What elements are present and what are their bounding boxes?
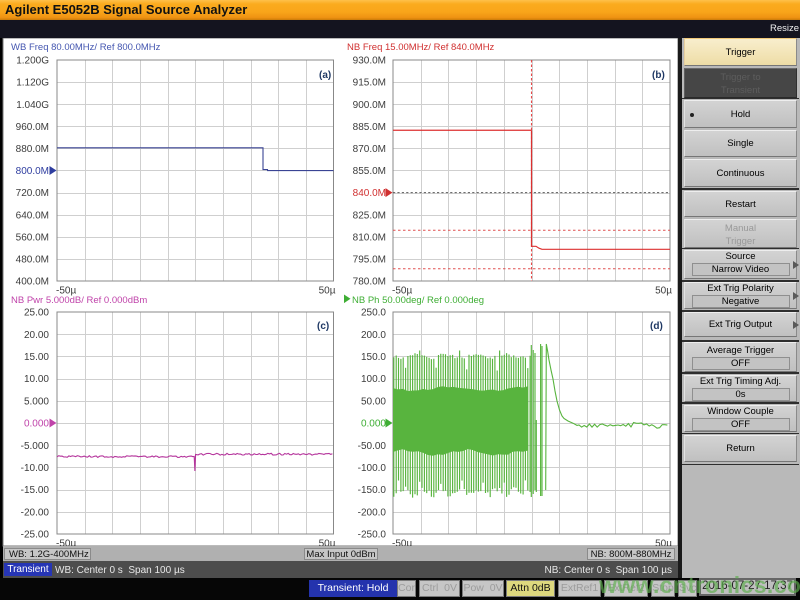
svg-text:915.0M: 915.0M [353,78,386,89]
svg-text:-5.000: -5.000 [21,441,50,452]
svg-text:-50µ: -50µ [56,286,76,297]
svg-text:930.0M: 930.0M [353,56,386,67]
svg-text:-150.0: -150.0 [358,485,387,496]
svg-text:-250.0: -250.0 [358,530,387,541]
svg-text:150.0: 150.0 [361,352,386,363]
svg-text:720.0M: 720.0M [16,188,49,199]
svg-text:855.0M: 855.0M [353,166,386,177]
svg-text:(c): (c) [317,321,329,332]
svg-text:(a): (a) [319,70,331,81]
svg-text:NB Pwr 5.000dB/ Ref 0.000dBm: NB Pwr 5.000dB/ Ref 0.000dBm [11,295,147,306]
svg-text:-15.00: -15.00 [21,485,50,496]
svg-text:50µ: 50µ [319,539,336,550]
svg-text:100.0: 100.0 [361,374,386,385]
svg-text:50.00: 50.00 [361,396,386,407]
svg-text:-50µ: -50µ [56,539,76,550]
svg-text:(d): (d) [650,321,663,332]
svg-text:-50µ: -50µ [392,539,412,550]
svg-text:-50µ: -50µ [392,286,412,297]
svg-text:560.0M: 560.0M [16,232,49,243]
svg-text:900.0M: 900.0M [353,100,386,111]
svg-text:20.00: 20.00 [24,330,49,341]
svg-text:1.040G: 1.040G [16,100,49,111]
svg-text:10.00: 10.00 [24,374,49,385]
svg-text:(b): (b) [652,70,665,81]
svg-text:NB Freq 15.00MHz/ Ref 840.0MHz: NB Freq 15.00MHz/ Ref 840.0MHz [347,42,495,53]
svg-text:480.0M: 480.0M [16,255,49,266]
svg-text:WB Freq 80.00MHz/ Ref 800.0MHz: WB Freq 80.00MHz/ Ref 800.0MHz [11,42,161,53]
svg-text:5.000: 5.000 [24,396,49,407]
svg-text:NB Ph 50.00deg/ Ref 0.000deg: NB Ph 50.00deg/ Ref 0.000deg [352,295,484,306]
svg-text:-10.00: -10.00 [21,463,50,474]
svg-text:-200.0: -200.0 [358,507,387,518]
svg-text:200.0: 200.0 [361,330,386,341]
svg-text:-50.00: -50.00 [358,441,387,452]
svg-text:880.0M: 880.0M [16,144,49,155]
svg-text:810.0M: 810.0M [353,232,386,243]
svg-text:50µ: 50µ [319,286,336,297]
svg-text:0.000: 0.000 [361,419,386,430]
svg-text:15.00: 15.00 [24,352,49,363]
svg-text:250.0: 250.0 [361,308,386,319]
svg-text:795.0M: 795.0M [353,255,386,266]
svg-text:960.0M: 960.0M [16,122,49,133]
svg-text:1.120G: 1.120G [16,78,49,89]
svg-text:-25.00: -25.00 [21,530,50,541]
svg-text:840.0M: 840.0M [353,188,386,199]
svg-text:50µ: 50µ [655,539,672,550]
svg-text:800.0M: 800.0M [16,166,49,177]
svg-text:400.0M: 400.0M [16,277,49,288]
svg-text:25.00: 25.00 [24,308,49,319]
svg-text:640.0M: 640.0M [16,210,49,221]
svg-text:780.0M: 780.0M [353,277,386,288]
svg-text:1.200G: 1.200G [16,56,49,67]
svg-text:-20.00: -20.00 [21,507,50,518]
svg-text:825.0M: 825.0M [353,210,386,221]
svg-text:0.000: 0.000 [24,419,49,430]
svg-text:-100.0: -100.0 [358,463,387,474]
svg-text:870.0M: 870.0M [353,144,386,155]
svg-text:885.0M: 885.0M [353,122,386,133]
svg-text:50µ: 50µ [655,286,672,297]
